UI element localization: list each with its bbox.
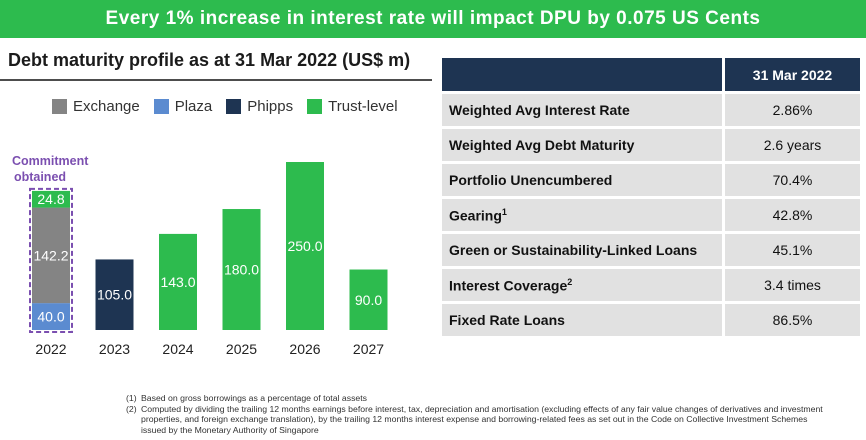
bar-2025-trust-level [222, 209, 261, 330]
legend-swatch [52, 99, 67, 114]
impact-banner: Every 1% increase in interest rate will … [0, 0, 866, 38]
table-row: Portfolio Unencumbered 70.4% [442, 164, 860, 196]
chart-title: Debt maturity profile as at 31 Mar 2022 … [8, 50, 411, 70]
metric-label: Weighted Avg Interest Rate [449, 102, 630, 118]
footnote-text: Based on gross borrowings as a percentag… [141, 393, 368, 403]
table-header-blank [442, 58, 722, 91]
footnote-marker: 2 [567, 276, 573, 287]
legend-item-exchange: Exchange [52, 98, 140, 115]
bar-2022-exchange [32, 207, 70, 304]
bar-2027-trust-level [349, 269, 388, 330]
commitment-box [29, 187, 73, 334]
cell-gap [722, 164, 725, 196]
legend-label: Plaza [174, 98, 213, 115]
legend-swatch [226, 99, 242, 114]
title-divider [0, 79, 432, 81]
data-label: 142.2 [33, 247, 68, 263]
metric-value: 45.1% [725, 234, 860, 266]
commitment-annotation: Commitment obtained [12, 153, 89, 185]
legend-item-plaza: Plaza [153, 98, 213, 115]
metric-label: Green or Sustainability-Linked Loans [449, 242, 698, 258]
table-row: Green or Sustainability-Linked Loans 45.1… [442, 234, 860, 266]
cell-gap [722, 94, 725, 126]
table-header-gap [722, 58, 725, 91]
table-row: Gearing1 42.8% [442, 199, 860, 231]
table-row: Weighted Avg Interest Rate 2.86% [442, 94, 860, 126]
cell-gap [722, 304, 725, 336]
data-label: 90.0 [355, 292, 382, 308]
bar-2022-plaza [32, 303, 70, 330]
metric-label: Fixed Rate Loans [449, 312, 565, 328]
data-label: 105.0 [97, 287, 132, 303]
metric-cell: Portfolio Unencumbered [442, 164, 722, 196]
x-tick-label: 2023 [99, 341, 130, 357]
legend-swatch [307, 99, 323, 114]
cell-gap [722, 129, 725, 161]
metric-value: 70.4% [725, 164, 860, 196]
metric-cell: Fixed Rate Loans [442, 304, 722, 336]
footnote-number: (1) [126, 393, 137, 403]
metric-cell: Gearing1 [442, 199, 722, 231]
footnote-text: Computed by dividing the trailing 12 mon… [141, 403, 823, 435]
chart-legend: Exchange Plaza Phipps Trust-level [52, 98, 412, 115]
legend-swatch [153, 99, 169, 114]
x-tick-label: 2027 [353, 341, 384, 357]
legend-label: Exchange [73, 98, 140, 115]
footnote: (2) Computed by dividing the trailing 12 … [126, 404, 826, 436]
legend-label: Phipps [247, 98, 294, 115]
table-body: Weighted Avg Interest Rate 2.86% Weighted … [442, 94, 860, 336]
debt-maturity-chart: 2022 2023 2024 2025 2026 2027 40.0 142.2 24.8 105… [29, 162, 388, 357]
commitment-annotation-line-2: obtained [13, 170, 67, 184]
x-tick-label: 2026 [289, 341, 320, 357]
metric-label: Interest Coverage [449, 277, 568, 294]
metric-cell: Interest Coverage2 [442, 269, 722, 301]
table-header-row: 31 Mar 2022 [442, 58, 860, 91]
bar-2026-trust-level [286, 162, 324, 330]
x-tick-label: 2025 [226, 341, 257, 357]
bar-2022-trust-level [32, 190, 70, 208]
x-tick-label: 2024 [162, 341, 193, 357]
legend-label: Trust-level [328, 98, 398, 115]
footnote-marker: 1 [501, 206, 507, 217]
footnotes: (1) Based on gross borrowings as a percen… [126, 393, 826, 435]
cell-gap [722, 269, 725, 301]
metric-label: Gearing [449, 207, 502, 224]
commitment-annotation-line-1: Commitment [12, 154, 89, 168]
footnote-number: (2) [126, 403, 137, 414]
data-label: 143.0 [160, 274, 195, 290]
metric-value: 2.6 years [725, 129, 860, 161]
x-tick-label: 2022 [35, 341, 66, 357]
metric-value: 2.86% [725, 94, 860, 126]
footnote: (1) Based on gross borrowings as a percen… [126, 393, 826, 404]
metric-value: 42.8% [725, 199, 860, 231]
kpi-table: 31 Mar 2022 Weighted Avg Interest Rate 2.… [442, 55, 860, 339]
table-header-date: 31 Mar 2022 [725, 58, 860, 91]
legend-item-trust-level: Trust-level [307, 98, 398, 115]
bar-2024-trust-level [159, 233, 197, 330]
metric-cell: Weighted Avg Interest Rate [442, 94, 722, 126]
data-label: 180.0 [224, 262, 259, 278]
table-row: Weighted Avg Debt Maturity 2.6 years [442, 129, 860, 161]
metric-value: 3.4 times [725, 269, 860, 301]
metric-cell: Green or Sustainability-Linked Loans [442, 234, 722, 266]
metric-cell: Weighted Avg Debt Maturity [442, 129, 722, 161]
metric-label: Weighted Avg Debt Maturity [449, 137, 635, 153]
data-label: 24.8 [37, 191, 64, 207]
metric-label: Portfolio Unencumbered [449, 172, 613, 188]
cell-gap [722, 199, 725, 231]
legend-item-phipps: Phipps [226, 98, 293, 115]
data-label: 40.0 [37, 309, 64, 325]
cell-gap [722, 234, 725, 266]
bar-2023-phipps [95, 259, 134, 330]
data-label: 250.0 [287, 238, 322, 254]
table-row: Fixed Rate Loans 86.5% [442, 304, 860, 336]
table-row: Interest Coverage2 3.4 times [442, 269, 860, 301]
metric-value: 86.5% [725, 304, 860, 336]
